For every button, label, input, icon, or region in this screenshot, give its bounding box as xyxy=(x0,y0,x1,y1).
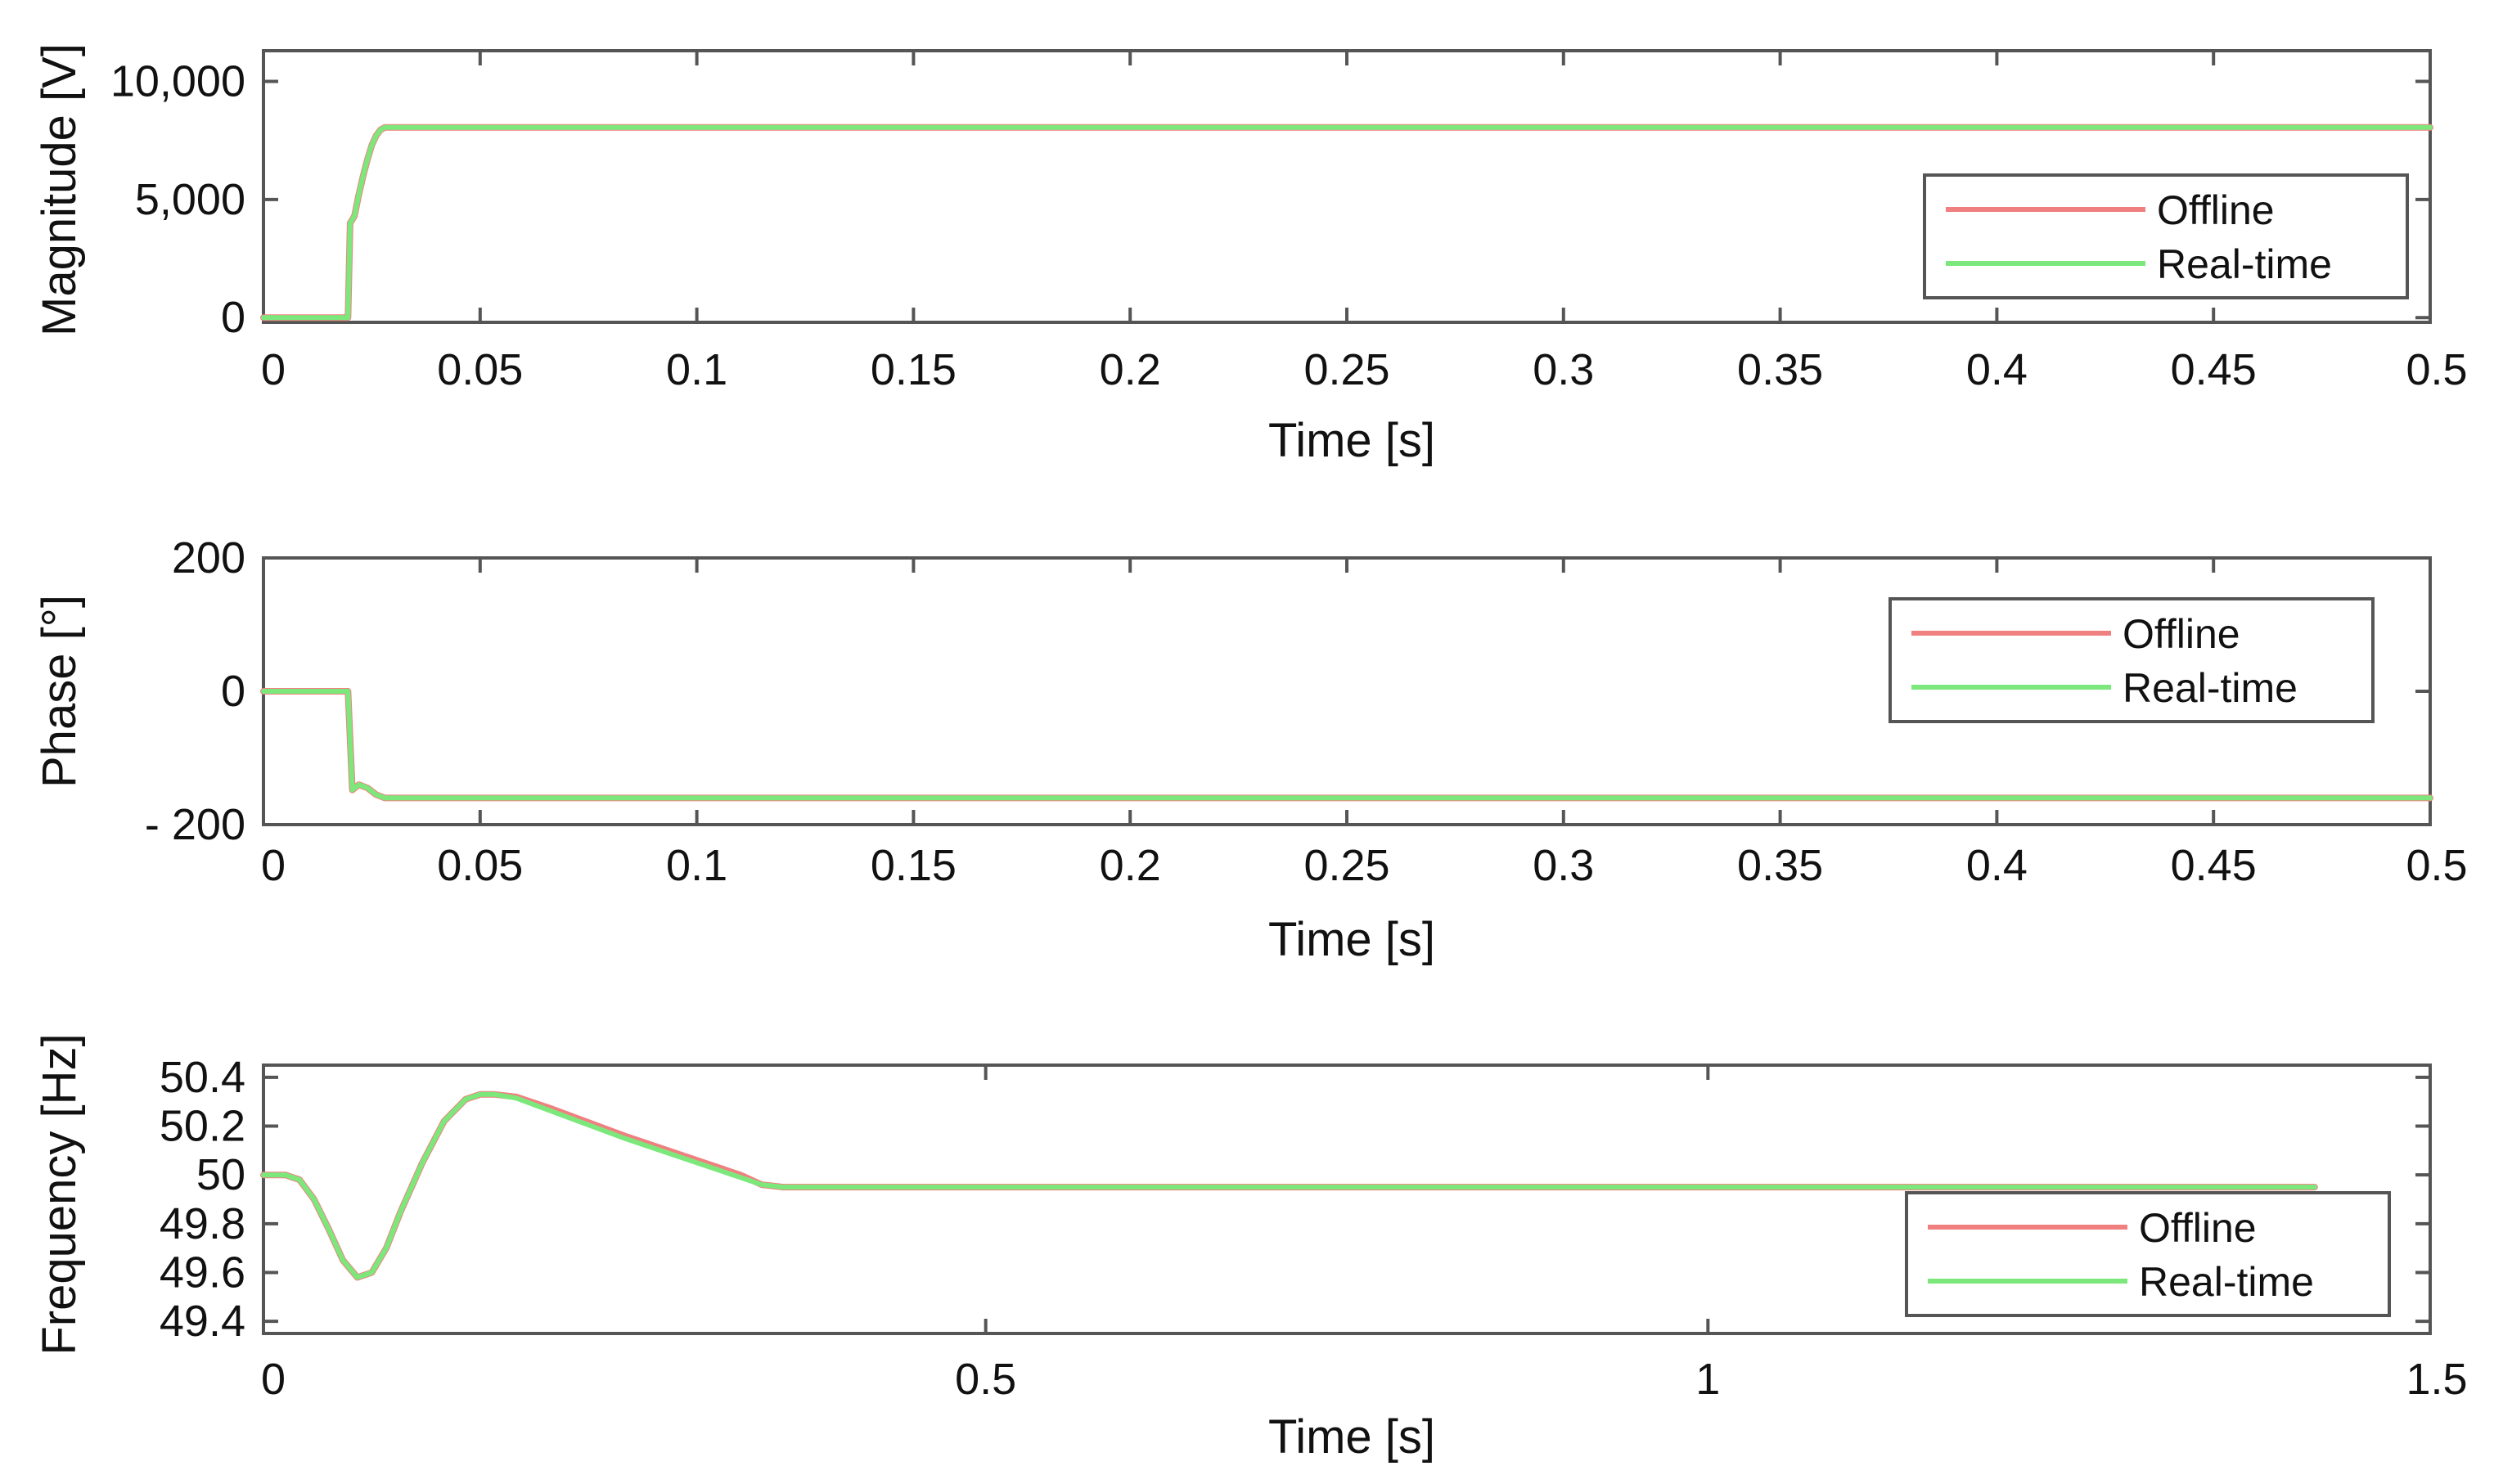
y-tick-label: 50.4 xyxy=(160,1053,245,1102)
series-line-realtime xyxy=(261,689,2433,801)
x-tick-labels: 0 0.05 0.1 0.15 0.2 0.25 0.3 0.35 0.4 0.45 0.5 xyxy=(261,345,2468,394)
y-tick-label: 49.4 xyxy=(160,1297,245,1346)
y-tick-labels: 0 5,000 10,000 xyxy=(110,57,245,343)
y-tick-label: 0 xyxy=(221,293,245,342)
x-tick-label: 0 xyxy=(261,345,286,394)
y-tick-label: 49.6 xyxy=(160,1248,245,1297)
x-axis-label: Time [s] xyxy=(1268,1410,1435,1464)
legend-box xyxy=(1889,597,2375,723)
y-tick-label: 5,000 xyxy=(135,175,245,224)
x-tick-label: 0.2 xyxy=(1100,841,1161,890)
x-tick-label: 0.4 xyxy=(1966,841,2028,890)
x-tick-labels: 0 0.5 1 1.5 xyxy=(261,1355,2468,1404)
x-tick-label: 0 xyxy=(261,841,286,890)
x-tick-label: 0.1 xyxy=(666,345,727,394)
series-lines xyxy=(260,124,2433,322)
x-tick-label: 1.5 xyxy=(2406,1355,2467,1404)
x-tick-label: 0.25 xyxy=(1303,345,1389,394)
y-tick-label: 50.2 xyxy=(160,1102,245,1151)
y-axis-label: Phase [°] xyxy=(33,595,86,788)
x-axis-label: Time [s] xyxy=(1268,414,1435,467)
series-lines xyxy=(260,1091,2318,1281)
x-tick-label: 0.35 xyxy=(1737,345,1823,394)
legend-box xyxy=(1923,173,2409,299)
x-tick-label: 0.05 xyxy=(437,345,523,394)
x-tick-label: 0.1 xyxy=(666,841,727,890)
y-tick-label: 10,000 xyxy=(110,57,245,106)
x-tick-label: 0.5 xyxy=(955,1355,1016,1404)
y-axis-label: Magnitude [V] xyxy=(33,43,86,336)
y-tick-label: 200 xyxy=(172,533,245,582)
x-tick-label: 0.05 xyxy=(437,841,523,890)
y-tick-label: 0 xyxy=(221,667,245,716)
legend-label-realtime: Real-time xyxy=(2157,241,2332,287)
legend: Offline Real-time xyxy=(1905,1191,2391,1317)
legend-label-offline: Offline xyxy=(2123,611,2240,657)
y-tick-label: 50 xyxy=(196,1150,245,1199)
x-tick-label: 0.15 xyxy=(871,841,957,890)
x-tick-label: 1 xyxy=(1695,1355,1720,1404)
x-tick-label: 0.3 xyxy=(1533,841,1594,890)
x-tick-label: 0.15 xyxy=(871,345,957,394)
phase-chart: 0 0.05 0.1 0.15 0.2 0.25 0.3 0.35 0.4 0.45 0.5 200… xyxy=(33,533,2468,966)
legend-box xyxy=(1905,1191,2391,1317)
series-line-realtime xyxy=(261,1091,2317,1280)
y-axis-label: Frequency [Hz] xyxy=(33,1033,86,1355)
legend-label-realtime: Real-time xyxy=(2139,1259,2314,1305)
tick-marks xyxy=(262,51,2432,322)
legend: Offline Real-time xyxy=(1923,173,2409,299)
x-tick-labels: 0 0.05 0.1 0.15 0.2 0.25 0.3 0.35 0.4 0.45 0.5 xyxy=(261,841,2468,890)
legend-label-offline: Offline xyxy=(2139,1205,2257,1251)
x-tick-label: 0.5 xyxy=(2406,841,2467,890)
legend-label-realtime: Real-time xyxy=(2123,665,2298,711)
x-tick-label: 0.2 xyxy=(1100,345,1161,394)
series-line-realtime xyxy=(261,124,2433,321)
x-tick-label: 0.5 xyxy=(2406,345,2467,394)
y-tick-labels: 200 0 - 200 xyxy=(145,533,245,849)
x-tick-label: 0.35 xyxy=(1737,841,1823,890)
y-tick-label: 49.8 xyxy=(160,1199,245,1248)
legend: Offline Real-time xyxy=(1889,597,2375,723)
series-lines xyxy=(260,688,2433,802)
tick-marks xyxy=(262,556,2432,826)
x-tick-label: 0.25 xyxy=(1303,841,1389,890)
magnitude-chart: 0 0.05 0.1 0.15 0.2 0.25 0.3 0.35 0.4 0.45 0.5 0 5,… xyxy=(33,43,2468,467)
x-tick-label: 0.45 xyxy=(2171,345,2257,394)
x-tick-label: 0.3 xyxy=(1533,345,1594,394)
legend-label-offline: Offline xyxy=(2157,187,2275,233)
x-tick-label: 0.4 xyxy=(1966,345,2028,394)
x-tick-label: 0 xyxy=(261,1355,286,1404)
y-tick-label: - 200 xyxy=(145,800,245,849)
x-tick-label: 0.45 xyxy=(2171,841,2257,890)
x-axis-label: Time [s] xyxy=(1268,913,1435,966)
